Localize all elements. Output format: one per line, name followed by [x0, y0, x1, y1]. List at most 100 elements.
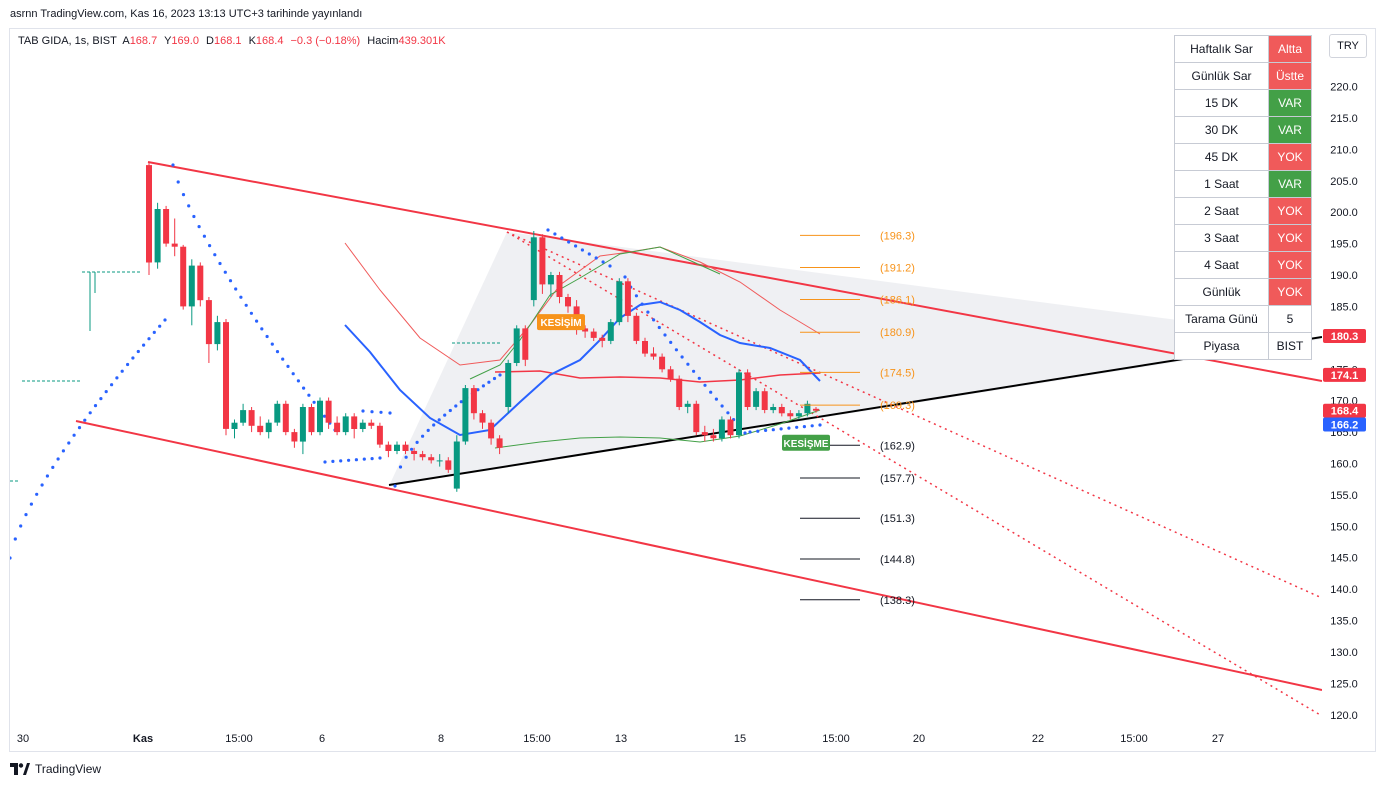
y-axis-tick-label: 145.0: [1330, 553, 1358, 565]
candle-body: [351, 416, 358, 429]
y-axis-tick-label: 155.0: [1330, 490, 1358, 502]
sar-dot: [110, 383, 114, 387]
sar-dot: [147, 337, 151, 341]
status-value: Altta: [1268, 35, 1312, 63]
price-badge-label: 168.4: [1331, 406, 1359, 418]
sar-dot: [152, 330, 156, 334]
candle-body: [787, 413, 794, 417]
sar-dot: [818, 423, 822, 427]
signal-label-box: [537, 314, 585, 331]
sar-dot: [703, 383, 707, 387]
sar-dot: [10, 556, 12, 560]
status-value: YOK: [1268, 143, 1312, 171]
sar-dot: [686, 362, 690, 366]
sar-dot: [709, 390, 713, 394]
channel-upper-line: [147, 161, 1322, 382]
status-row: Piyasa BIST: [1174, 332, 1312, 360]
candle-body: [659, 356, 666, 370]
sar-dot: [692, 369, 696, 373]
chart-frame: [9, 28, 1376, 752]
sar-dot: [29, 502, 33, 506]
candles-group: [146, 161, 819, 492]
sar-dot: [322, 414, 327, 418]
sar-dot: [370, 457, 374, 461]
sar-dot: [260, 327, 264, 331]
sar-dot: [634, 294, 639, 298]
sar-dot: [142, 343, 146, 347]
candle-body: [505, 363, 512, 407]
x-axis-tick-label: 13: [615, 733, 627, 745]
price-badge: [1323, 417, 1366, 432]
price-badge-label: 180.3: [1331, 331, 1359, 343]
sar-dot: [714, 397, 719, 401]
candle-body: [556, 275, 563, 297]
target-level-label: (157.7): [880, 473, 915, 485]
candle-body: [633, 315, 640, 341]
candle-body: [607, 322, 614, 341]
sar-dot: [426, 428, 430, 432]
sar-dot: [281, 357, 285, 361]
x-axis-tick-label: 30: [17, 733, 29, 745]
candle-body: [248, 410, 255, 426]
candle-body: [684, 403, 691, 407]
x-axis-tick-label: 15:00: [225, 733, 253, 745]
status-value: YOK: [1268, 251, 1312, 279]
sar-dot: [646, 310, 650, 314]
candle-body: [445, 460, 452, 470]
sar-dot: [594, 256, 598, 260]
tradingview-brand[interactable]: TradingView: [10, 762, 101, 776]
sar-dot: [608, 264, 612, 268]
sar-dot: [795, 425, 799, 429]
candle-body: [334, 422, 341, 433]
target-level-label: (138.3): [880, 595, 915, 607]
sar-dot: [362, 457, 366, 461]
x-axis-tick-label: 6: [319, 733, 325, 745]
sar-dot: [674, 348, 679, 352]
candle-body: [317, 400, 323, 433]
candle-body: [411, 450, 418, 454]
candle-body: [325, 400, 332, 423]
y-axis-tick-label: 220.0: [1330, 82, 1358, 94]
candle-body: [770, 407, 777, 411]
candle-body: [642, 341, 648, 354]
sar-dot: [802, 425, 807, 429]
status-table: Haftalık Sar Altta Günlük Sar Üstte 15 DK VAR…: [1174, 35, 1312, 360]
sar-dot: [104, 390, 108, 394]
candle-body: [308, 407, 315, 433]
sar-dot: [40, 483, 44, 487]
status-value: VAR: [1268, 170, 1312, 198]
status-value: YOK: [1268, 278, 1312, 306]
candle-body: [718, 419, 725, 439]
candle-body: [163, 209, 170, 244]
sar-dot: [361, 409, 365, 413]
sar-dot: [726, 411, 730, 415]
sar-dot: [61, 449, 65, 453]
sar-dot: [388, 411, 392, 415]
sar-dot: [249, 311, 253, 315]
candle-body: [650, 353, 657, 357]
sar-dot: [93, 404, 98, 408]
candle-body: [590, 331, 597, 338]
sar-dot: [764, 428, 768, 432]
sar-dot: [239, 295, 243, 299]
sar-dot: [223, 270, 227, 274]
signal-label-text: KESİŞME: [783, 437, 828, 450]
candle-body: [470, 388, 477, 414]
status-row: 30 DK VAR: [1174, 116, 1312, 144]
sar-dot: [339, 459, 343, 463]
candle-body: [299, 407, 306, 442]
currency-button[interactable]: TRY: [1329, 34, 1367, 58]
sar-dot: [275, 350, 280, 354]
candle-body: [513, 328, 520, 363]
close-value: 168.4: [255, 35, 284, 47]
y-axis-tick-label: 125.0: [1330, 678, 1358, 690]
sar-dot: [13, 537, 17, 541]
candle-body: [795, 413, 802, 417]
low-label: D: [206, 35, 214, 47]
high-label: Y: [164, 35, 172, 47]
candle-body: [453, 441, 460, 489]
sar-dot: [136, 349, 140, 354]
target-level-label: (169.3): [880, 400, 915, 412]
sar-dot: [120, 369, 124, 373]
